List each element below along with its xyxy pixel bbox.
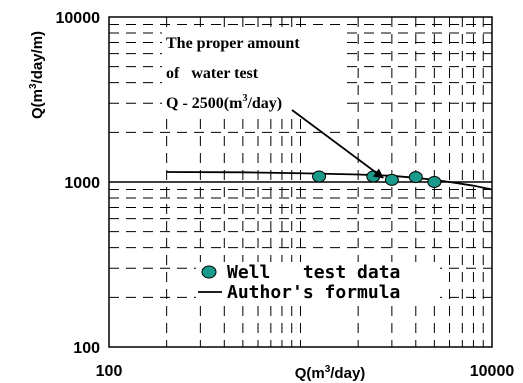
series-well-test-data [312, 170, 442, 188]
annotation-line-3: Q - 2500(m3/day) [166, 93, 282, 112]
annotation-line-1: The proper amount [166, 35, 300, 52]
legend-label-well-test-data: Well test data [227, 262, 400, 283]
legend-label-authors-formula: Author's formula [227, 282, 400, 303]
legend: Well test data Author's formula [196, 262, 440, 304]
annotation-arrow [291, 109, 384, 179]
y-tick-label: 100 [73, 340, 100, 357]
x-axis-title: Q(m3/day) [295, 364, 366, 382]
series-line-authors-formula [166, 171, 493, 191]
y-tick-label: 10000 [56, 10, 101, 27]
x-tick-label: 100 [96, 363, 123, 380]
data-point [408, 171, 423, 184]
tick-labels: 100 10000 100 1000 10000 [56, 10, 515, 380]
annotation: The proper amount of water test Q - 2500… [162, 28, 384, 179]
x-tick-label: 10000 [470, 363, 515, 380]
y-axis-title: Q(m3/day/m) [28, 31, 46, 119]
y-tick-label: 1000 [64, 175, 100, 192]
data-point [366, 170, 381, 183]
data-point [427, 176, 442, 188]
data-point [384, 173, 399, 186]
data-point [312, 170, 327, 183]
annotation-line-2: of water test [166, 65, 259, 82]
legend-marker-well-test-data [201, 265, 217, 279]
